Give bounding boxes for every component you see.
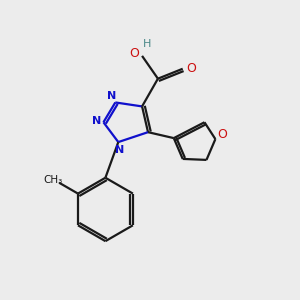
- Text: N: N: [107, 91, 116, 100]
- Text: N: N: [92, 116, 101, 126]
- Text: O: O: [187, 62, 196, 75]
- Text: CH₃: CH₃: [44, 175, 63, 185]
- Text: H: H: [143, 39, 151, 49]
- Text: N: N: [115, 145, 124, 155]
- Text: O: O: [218, 128, 227, 141]
- Text: O: O: [129, 47, 139, 60]
